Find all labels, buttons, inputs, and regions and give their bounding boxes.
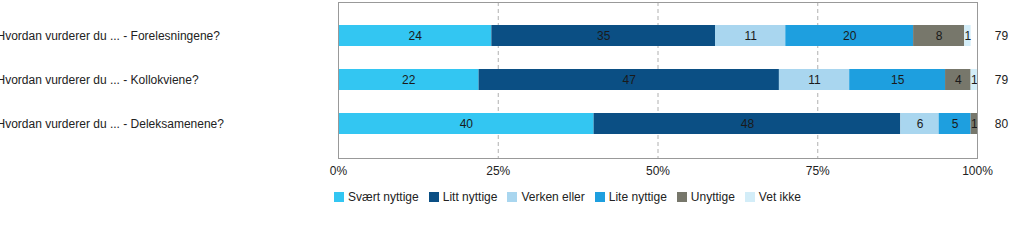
html-text:Verken eller: Verken eller [521, 190, 585, 204]
svg-text:5: 5 [952, 117, 959, 131]
svg-text:25%: 25% [486, 164, 510, 178]
svg-text:22: 22 [402, 73, 416, 87]
html-text:Litt nyttige: Litt nyttige [442, 190, 498, 204]
svg-text:75%: 75% [806, 164, 830, 178]
svg-text:35: 35 [597, 29, 611, 43]
svg-text:Hvordan vurderer du ... - Fore: Hvordan vurderer du ... - Forelesningene… [0, 29, 220, 43]
svg-text:48: 48 [741, 117, 755, 131]
svg-text:47: 47 [623, 73, 637, 87]
html-text:Lite nyttige: Lite nyttige [608, 190, 667, 204]
svg-text:100%: 100% [962, 164, 993, 178]
svg-text:15: 15 [891, 73, 905, 87]
svg-text:11: 11 [808, 73, 821, 87]
svg-text:Hvordan vurderer du ... - Dele: Hvordan vurderer du ... - Deleksamenene? [0, 117, 224, 131]
svg-text:80: 80 [995, 117, 1009, 131]
svg-text:79: 79 [995, 73, 1009, 87]
svg-text:40: 40 [460, 117, 474, 131]
svg-text:24: 24 [409, 29, 423, 43]
html-text:Vet ikke: Vet ikke [758, 190, 801, 204]
svg-text:1: 1 [971, 117, 978, 131]
html-text:Unyttige: Unyttige [690, 190, 735, 204]
svg-text:Hvordan vurderer du ... - Koll: Hvordan vurderer du ... - Kollokviene? [0, 73, 199, 87]
svg-text:8: 8 [936, 29, 943, 43]
svg-text:11: 11 [744, 29, 757, 43]
html-text:Svært nyttige: Svært nyttige [348, 190, 419, 204]
svg-text:50%: 50% [646, 164, 670, 178]
svg-text:79: 79 [995, 29, 1009, 43]
svg-text:1: 1 [965, 29, 972, 43]
svg-text:4: 4 [955, 73, 962, 87]
svg-text:6: 6 [917, 117, 924, 131]
svg-text:1: 1 [971, 73, 978, 87]
svg-text:20: 20 [843, 29, 857, 43]
svg-text:0%: 0% [330, 164, 348, 178]
